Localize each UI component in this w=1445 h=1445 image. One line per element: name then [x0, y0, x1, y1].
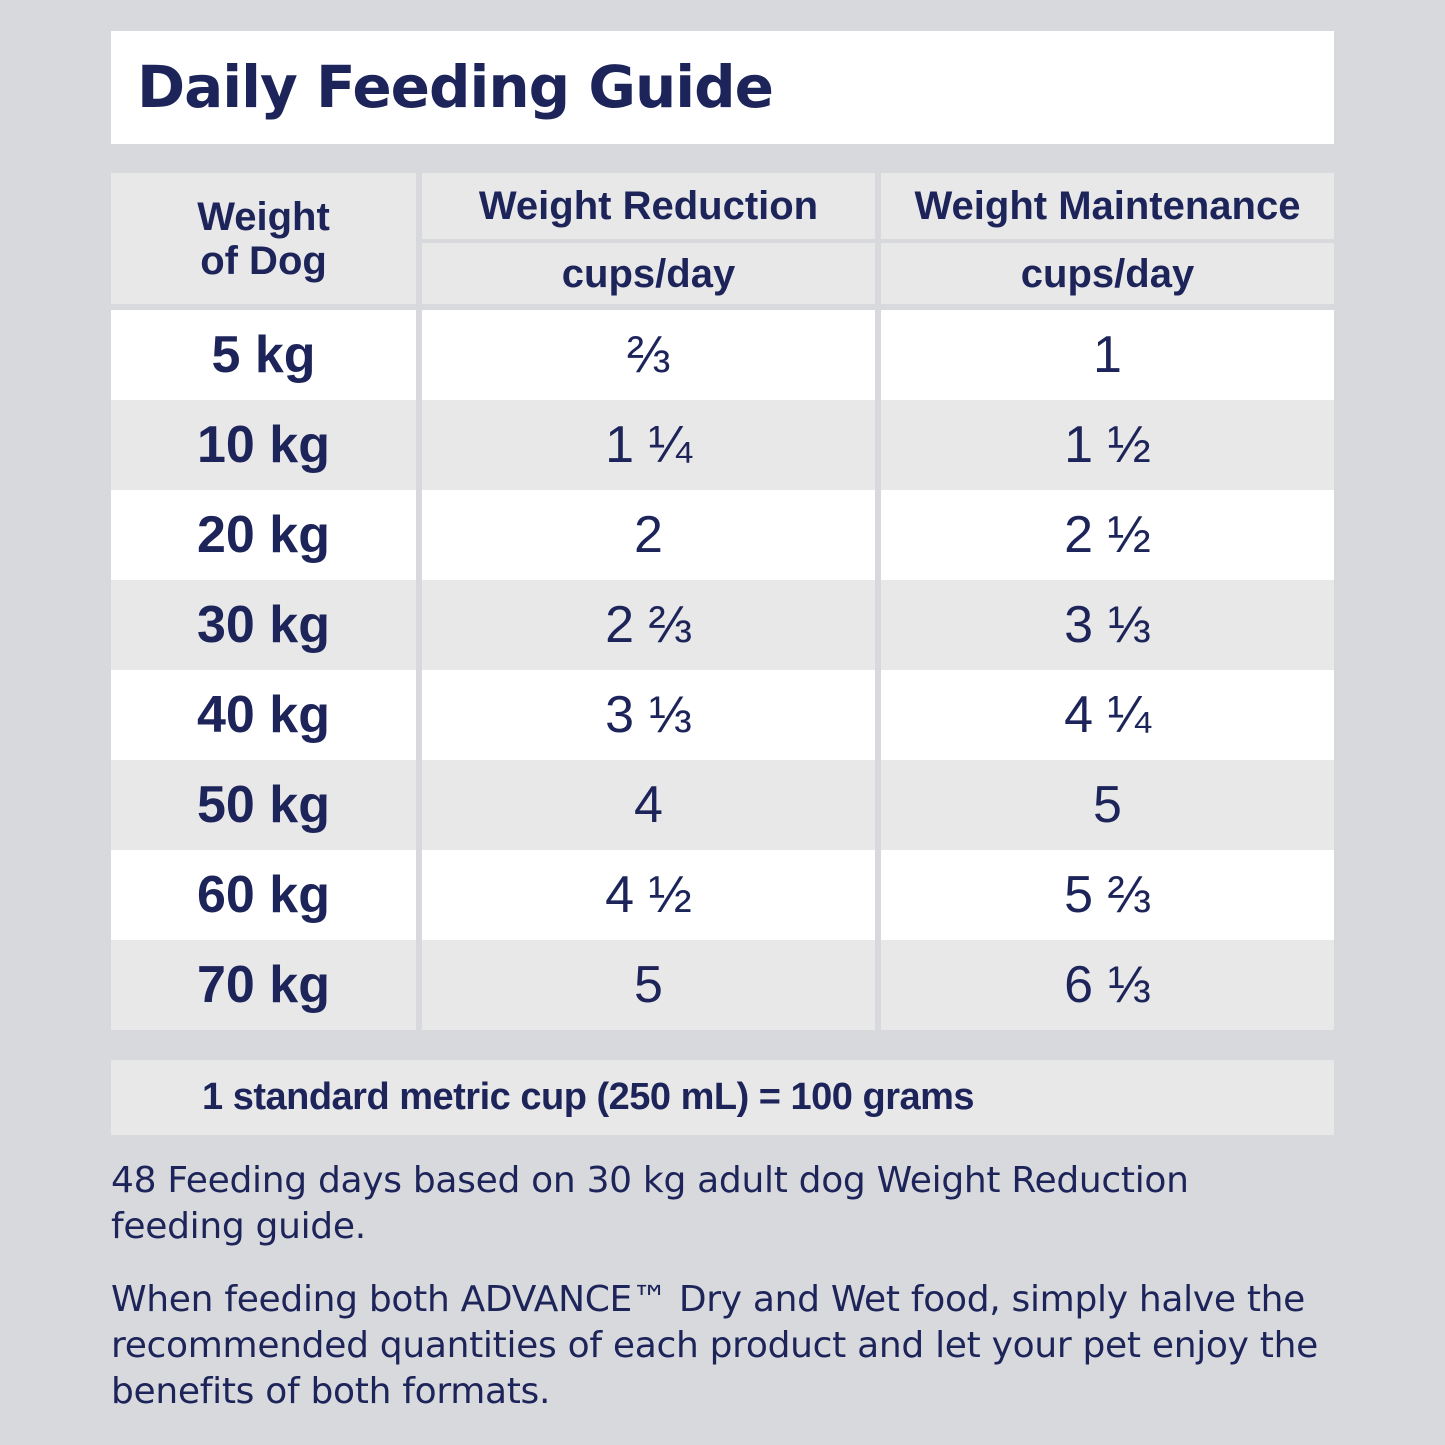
dry-wet-feeding-paragraph: When feeding both ADVANCE™ Dry and Wet f… — [111, 1279, 1318, 1412]
cell-maintenance: 2 ½ — [881, 490, 1334, 580]
cell-maintenance: 5 ⅔ — [881, 850, 1334, 940]
feeding-table: Weight of Dog Weight Reduction cups/day … — [111, 173, 1334, 1030]
cell-reduction: 3 ⅓ — [422, 670, 875, 760]
cell-reduction: 2 ⅔ — [422, 580, 875, 670]
page-title: Daily Feeding Guide — [137, 53, 774, 121]
cell-reduction: ⅔ — [422, 310, 875, 400]
title-panel: Daily Feeding Guide — [111, 31, 1334, 144]
cell-reduction: 1 ¼ — [422, 400, 875, 490]
header-maintenance-unit: cups/day — [881, 243, 1334, 304]
cell-weight: 30 kg — [111, 580, 416, 670]
header-weight-reduction: Weight Reduction — [422, 173, 875, 239]
cell-weight: 20 kg — [111, 490, 416, 580]
cell-maintenance: 1 — [881, 310, 1334, 400]
cup-conversion-text: 1 standard metric cup (250 mL) = 100 gra… — [202, 1076, 975, 1118]
header-weight-maintenance: Weight Maintenance — [881, 173, 1334, 239]
header-weight-line2: of Dog — [200, 238, 327, 283]
cell-maintenance: 4 ¼ — [881, 670, 1334, 760]
cell-weight: 40 kg — [111, 670, 416, 760]
cell-maintenance: 3 ⅓ — [881, 580, 1334, 670]
cell-weight: 5 kg — [111, 310, 416, 400]
cell-reduction: 4 — [422, 760, 875, 850]
cell-maintenance: 6 ⅓ — [881, 940, 1334, 1030]
cup-conversion-note: 1 standard metric cup (250 mL) = 100 gra… — [111, 1060, 1334, 1135]
cell-weight: 60 kg — [111, 850, 416, 940]
cell-maintenance: 1 ½ — [881, 400, 1334, 490]
cell-reduction: 2 — [422, 490, 875, 580]
cell-reduction: 4 ½ — [422, 850, 875, 940]
header-weight-of-dog: Weight of Dog — [111, 173, 416, 304]
cell-reduction: 5 — [422, 940, 875, 1030]
cell-weight: 70 kg — [111, 940, 416, 1030]
header-weight-line1: Weight — [197, 194, 330, 239]
cell-maintenance: 5 — [881, 760, 1334, 850]
cell-weight: 50 kg — [111, 760, 416, 850]
feeding-days-paragraph: 48 Feeding days based on 30 kg adult dog… — [111, 1160, 1189, 1247]
cell-weight: 10 kg — [111, 400, 416, 490]
header-reduction-unit: cups/day — [422, 243, 875, 304]
